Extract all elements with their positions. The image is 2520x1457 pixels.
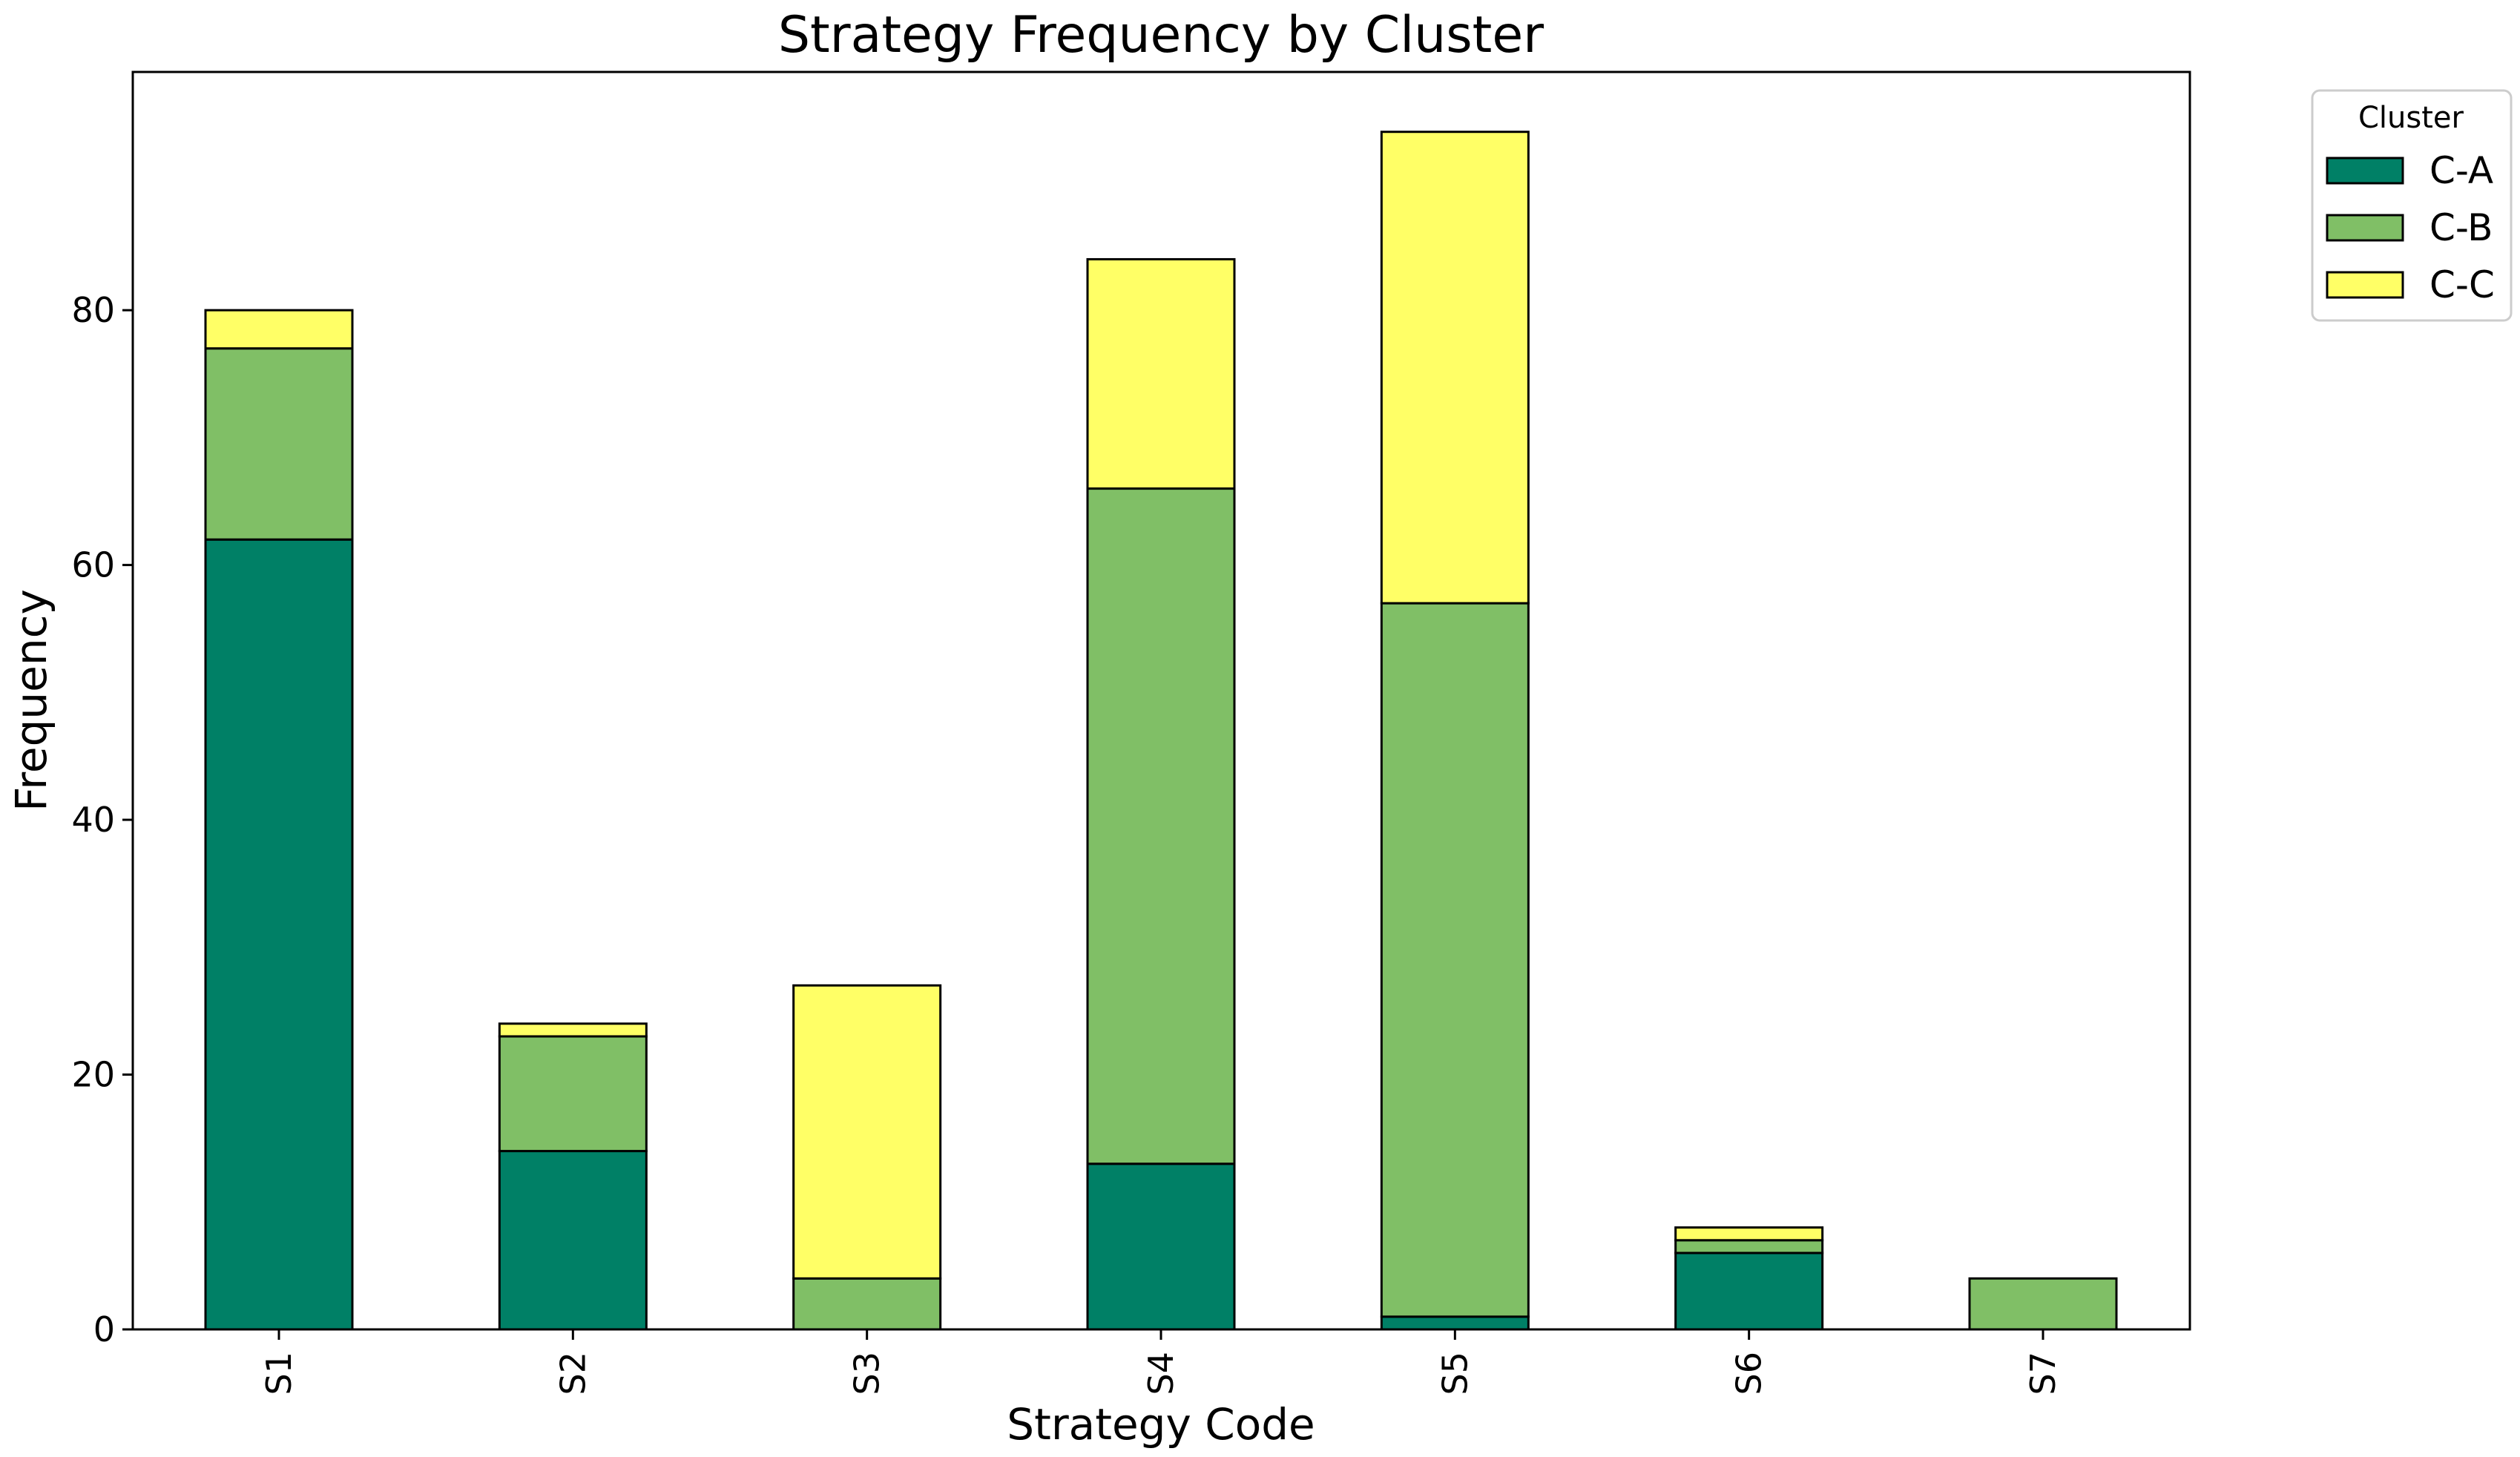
bar-segment	[1674, 1239, 1824, 1254]
chart-title: Strategy Frequency by Cluster	[778, 6, 1544, 65]
legend-swatch	[2326, 271, 2404, 299]
x-tick-label: S4	[1141, 1352, 1181, 1395]
legend-label: C-C	[2429, 263, 2495, 306]
legend-swatch	[2326, 214, 2404, 242]
ticks-layer: S1 S2 S3 S4 S5 S6 S7 0 20 40 60 80	[71, 290, 2063, 1395]
bar-segment	[792, 984, 942, 1280]
bar-segment	[204, 347, 354, 541]
bar-segment	[498, 1022, 648, 1038]
bar-segment	[1086, 257, 1236, 490]
bar-segment	[498, 1035, 648, 1153]
legend-label: C-A	[2429, 149, 2493, 192]
bar-segment	[1086, 487, 1236, 1165]
bar-segment	[204, 309, 354, 350]
x-tick-label: S1	[259, 1352, 299, 1395]
legend-title: Cluster	[2358, 101, 2464, 135]
x-tick-label: S7	[2023, 1352, 2063, 1395]
legend-frame	[2311, 89, 2513, 322]
bar-segment	[1674, 1226, 1824, 1242]
y-tick-label: 0	[93, 1309, 115, 1349]
bar-segment	[1380, 1315, 1530, 1331]
bar-segment	[498, 1150, 648, 1331]
x-axis-label: Strategy Code	[1007, 1399, 1315, 1450]
y-tick-label: 40	[71, 800, 115, 840]
bar-segment	[1380, 602, 1530, 1318]
y-tick-label: 20	[71, 1055, 115, 1095]
bars-layer	[204, 131, 2118, 1331]
x-tick-label: S5	[1435, 1352, 1475, 1395]
bar-segment	[1380, 131, 1530, 605]
y-axis-label: Frequency	[6, 589, 56, 812]
y-tick-label: 80	[71, 290, 115, 330]
legend-label: C-B	[2429, 206, 2493, 249]
y-tick-label: 60	[71, 545, 115, 585]
legend-swatch	[2326, 157, 2404, 185]
x-tick-label: S2	[553, 1352, 593, 1395]
bar-segment	[1086, 1162, 1236, 1331]
bar-segment	[204, 538, 354, 1331]
plot-area-frame	[131, 70, 2191, 1331]
bar-segment	[1968, 1277, 2118, 1331]
legend-items: C-A C-B C-C	[2326, 149, 2495, 306]
x-tick-label: S3	[847, 1352, 887, 1395]
x-tick-label: S6	[1729, 1352, 1769, 1395]
bar-segment	[792, 1277, 942, 1331]
legend: Cluster C-A C-B C-C	[2311, 89, 2513, 322]
bar-segment	[1674, 1252, 1824, 1331]
